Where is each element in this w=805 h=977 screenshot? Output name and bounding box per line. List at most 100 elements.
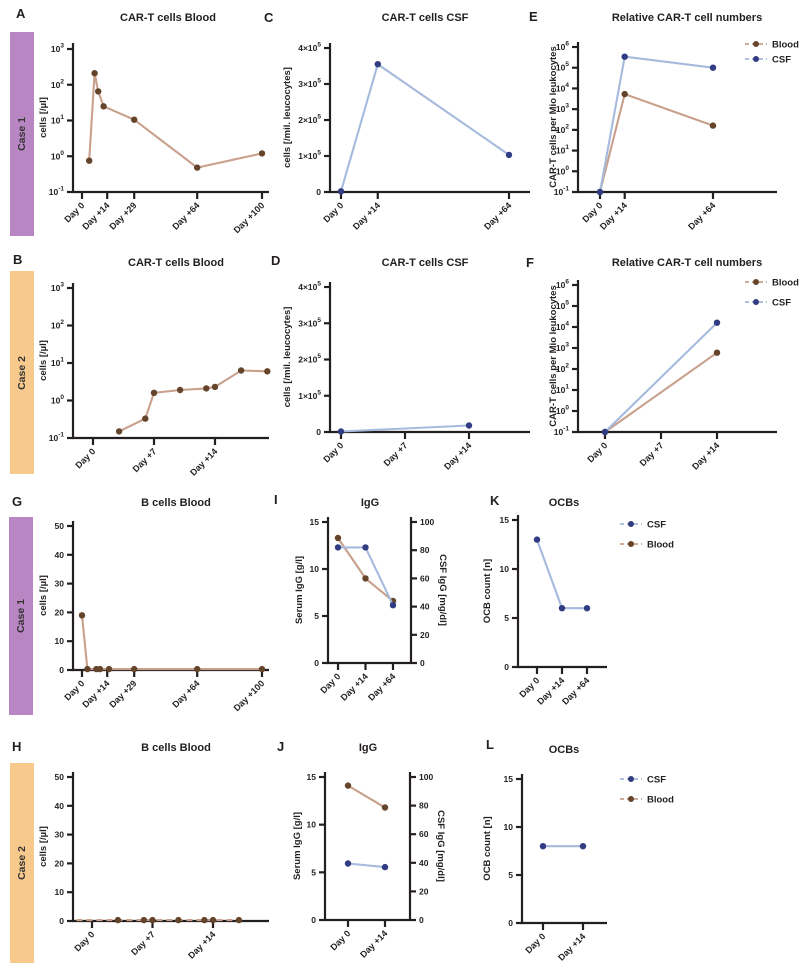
legend-marker-Blood xyxy=(753,279,759,285)
chart-title: Relative CAR-T cell numbers xyxy=(612,257,762,269)
panel-letter-I: I xyxy=(274,492,278,507)
legend-label-CSF: CSF xyxy=(772,55,791,66)
data-point-Blood xyxy=(258,150,266,157)
y-axis-label: CAR-T cells per Mio leukocytes xyxy=(548,285,559,426)
chart-title: Relative CAR-T cell numbers xyxy=(612,12,762,24)
y-axis-label-right: CSF IgG [mg/dl] xyxy=(437,554,448,626)
chart-I: IgG Serum IgG [g/l] CSF IgG [mg/dl] 15 10 5 0 1… xyxy=(294,497,448,703)
chart-L: OCBs OCB count [n] 15 10 5 0 Day 0 Day +14 CSF Bl… xyxy=(482,744,674,963)
y-tick-label: 101 xyxy=(51,114,64,126)
chart-title: B cells Blood xyxy=(141,742,211,754)
panel-A: CAR-T cells Blood cells [/µl] 103 102 101 100… xyxy=(38,5,275,250)
legend: CSF Blood xyxy=(620,520,674,551)
y-tick-label: 0 xyxy=(311,915,316,925)
data-point-Blood xyxy=(131,665,138,673)
y-tick-label: 1×105 xyxy=(298,150,321,162)
y-tick-label: 3×105 xyxy=(298,317,321,329)
y-axis-label-right: CSF IgG [mg/dl] xyxy=(435,810,446,882)
case-bar-3: Case 1 xyxy=(9,517,33,715)
data-point-Blood xyxy=(334,534,342,542)
x-tick-label: Day +14 xyxy=(80,678,111,709)
data-point-Blood xyxy=(621,90,628,98)
panel-letter-J: J xyxy=(277,739,285,754)
y-tick-label: 102 xyxy=(51,319,64,331)
data-point-Blood xyxy=(211,383,219,391)
chart-B: CAR-T cells Blood cells [/µl] 103 102 101 100… xyxy=(38,257,271,478)
data-point-Blood xyxy=(84,665,91,673)
chart-title: CAR-T cells CSF xyxy=(382,257,469,269)
x-tick-label: Day +100 xyxy=(232,200,267,235)
data-point-CSF xyxy=(533,536,541,543)
case-label: Case 1 xyxy=(16,117,29,151)
data-point-Blood xyxy=(149,916,156,924)
y-axis-label: cells [/µl] xyxy=(38,575,49,616)
y-tick-label: 20 xyxy=(55,858,65,868)
data-point-Blood xyxy=(95,88,102,95)
case-label: Case 2 xyxy=(16,355,29,390)
chart-E: Relative CAR-T cell numbers CAR-T cells p… xyxy=(548,12,799,232)
data-point-Blood xyxy=(201,916,208,924)
y-tick-label: 100 xyxy=(51,150,64,162)
legend-marker-CSF xyxy=(628,521,634,527)
y-tick-label: 0 xyxy=(316,427,321,437)
y-tick-label: 100 xyxy=(556,165,569,177)
legend-marker-Blood xyxy=(628,796,634,802)
x-tick-label: Day 0 xyxy=(585,440,609,464)
data-point-Blood xyxy=(115,428,123,435)
x-tick-label: Day 0 xyxy=(321,440,345,464)
x-tick-label: Day +14 xyxy=(186,929,217,960)
axes xyxy=(71,43,269,194)
y-tick-label: 10-1 xyxy=(49,186,65,198)
panel-E: Relative CAR-T cell numbers CAR-T cells p… xyxy=(545,5,803,250)
y-tick-label: 3×105 xyxy=(298,78,321,90)
data-point-CSF xyxy=(579,843,587,850)
y-tick-label-right: 100 xyxy=(419,772,433,782)
legend-label-Blood: Blood xyxy=(772,40,799,51)
data-point-CSF xyxy=(621,53,628,60)
y-tick-label: 5 xyxy=(311,867,316,877)
y-tick-label: 20 xyxy=(55,607,65,617)
legend-marker-Blood xyxy=(753,41,759,47)
y-tick-label-right: 60 xyxy=(420,573,430,583)
y-tick-label: 101 xyxy=(51,357,64,369)
series-line-Blood xyxy=(347,784,386,809)
series-CSF xyxy=(337,422,473,435)
y-tick-label: 50 xyxy=(55,521,65,531)
legend: Blood CSF xyxy=(745,278,799,309)
data-point-CSF xyxy=(337,428,345,435)
y-tick-label: 0 xyxy=(508,918,513,928)
panel-F: Relative CAR-T cell numbers CAR-T cells p… xyxy=(545,250,803,490)
x-tick-label: Day +7 xyxy=(129,929,157,957)
x-tick-label: Day +7 xyxy=(638,440,666,468)
legend-marker-CSF xyxy=(628,776,634,782)
y-tick-label: 10 xyxy=(55,887,65,897)
data-point-Blood xyxy=(142,415,149,422)
panel-J: IgG Serum IgG [g/l] CSF IgG [mg/dl] 15 10 5 0 1… xyxy=(280,735,495,977)
chart-title: CAR-T cells Blood xyxy=(120,12,216,24)
data-point-CSF xyxy=(344,860,352,867)
series-CSF xyxy=(533,536,591,612)
x-tick-label: Day +64 xyxy=(170,678,201,709)
data-point-Blood xyxy=(131,116,138,123)
y-tick-label-right: 40 xyxy=(420,602,430,612)
legend-marker-CSF xyxy=(753,56,759,62)
data-point-Blood xyxy=(713,349,721,356)
axes xyxy=(328,43,530,194)
x-tick-label: Day +14 xyxy=(442,440,473,471)
chart-title: OCBs xyxy=(549,497,580,509)
axes xyxy=(576,42,777,194)
chart-title: IgG xyxy=(361,497,379,509)
chart-title: CAR-T cells Blood xyxy=(128,257,224,269)
series-Blood xyxy=(76,916,243,924)
x-tick-label: Day 0 xyxy=(318,671,342,695)
data-point-CSF xyxy=(709,64,717,71)
y-tick-label: 5 xyxy=(504,613,509,623)
panel-letter-G: G xyxy=(12,494,23,509)
panel-C: CAR-T cells CSF cells [/mil. leucocytes] 4… xyxy=(280,5,535,250)
legend-marker-Blood xyxy=(628,541,634,547)
series-Blood xyxy=(601,349,721,436)
case-label: Case 1 xyxy=(15,599,28,633)
data-point-Blood xyxy=(114,916,122,924)
series-CSF xyxy=(344,860,389,871)
y-tick-label: 15 xyxy=(310,517,320,527)
